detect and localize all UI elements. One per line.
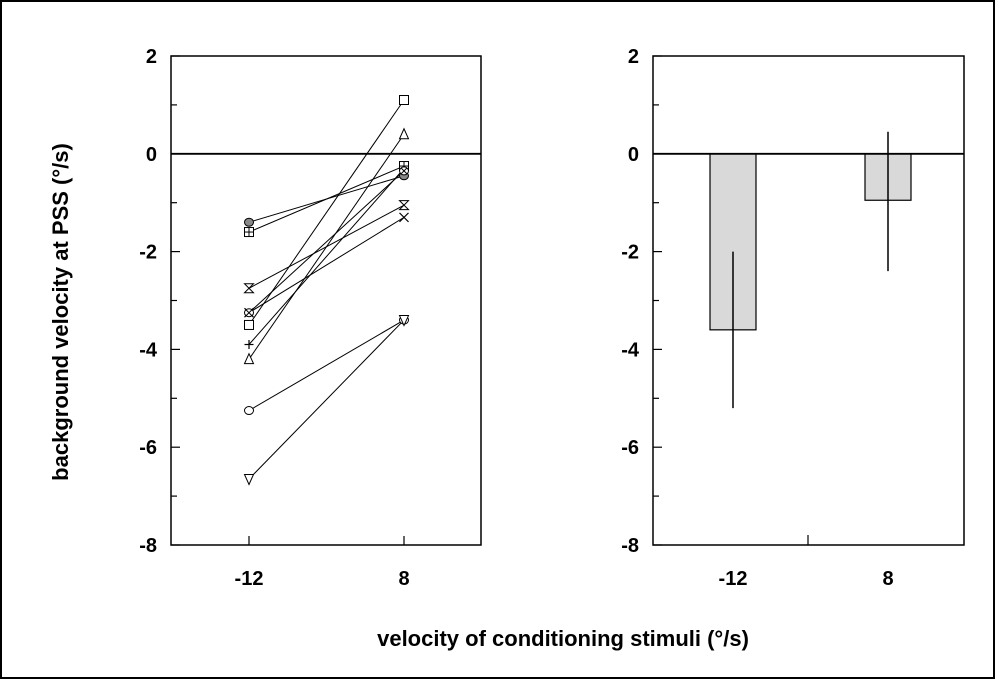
square-marker [399, 95, 409, 106]
series-line [248, 175, 405, 223]
triangle-up-marker [243, 352, 255, 365]
left-panel: 2 0 -2 -4 -6 -8 -12 8 [139, 46, 482, 590]
right-error-bars [732, 131, 889, 409]
series-line [248, 319, 405, 411]
right-y-axis: 2 0 -2 -4 -6 -8 [621, 46, 662, 557]
triangle-up-marker [398, 127, 410, 140]
y-tick-label: -6 [139, 437, 157, 459]
bowtie-marker [398, 200, 410, 211]
y-tick-label: 2 [628, 46, 639, 68]
square-marker [244, 319, 254, 330]
series-line [248, 99, 405, 326]
right-plot-frame [652, 55, 965, 546]
x-marker-b [399, 212, 409, 223]
circle-marker [244, 406, 254, 416]
right-bars [709, 153, 912, 331]
y-tick-label: -4 [139, 339, 158, 361]
y-axis-label: background velocity at PSS (°/s) [48, 143, 73, 481]
y-tick-label: 2 [146, 46, 157, 68]
series-line [248, 319, 405, 480]
series-line [248, 168, 405, 345]
series-line [248, 170, 405, 314]
right-panel: 2 0 -2 -4 -6 -8 -12 8 [621, 46, 965, 590]
y-tick-label: -8 [621, 535, 639, 557]
left-series-lines [248, 99, 405, 480]
x-tick-label: 8 [398, 568, 409, 590]
right-x-axis: -12 8 [719, 535, 894, 590]
left-plot-frame [170, 55, 482, 546]
y-tick-label: -2 [621, 242, 639, 264]
x-tick-label: 8 [882, 568, 893, 590]
circle-x-marker-b [400, 167, 408, 175]
left-series-markers [243, 95, 410, 486]
triangle-down-marker [243, 473, 255, 486]
bowtie-marker [243, 283, 255, 294]
x-tick-label: -12 [719, 568, 748, 590]
left-x-axis: -12 8 [235, 536, 410, 590]
series-line [248, 204, 405, 289]
filled-circle-marker [244, 217, 254, 227]
x-tick-label: -12 [235, 568, 264, 590]
x-axis-label: velocity of conditioning stimuli (°/s) [377, 626, 749, 651]
y-tick-label: -2 [139, 242, 157, 264]
y-tick-label: -8 [139, 535, 157, 557]
y-tick-label: -4 [621, 339, 640, 361]
y-tick-label: 0 [628, 144, 639, 166]
series-line [248, 216, 405, 314]
circle-x-marker-b [245, 309, 253, 317]
left-y-axis: 2 0 -2 -4 -6 -8 [139, 46, 180, 557]
triangle-down-marker [398, 315, 410, 327]
y-tick-label: 0 [146, 144, 157, 166]
y-tick-label: -6 [621, 437, 639, 459]
